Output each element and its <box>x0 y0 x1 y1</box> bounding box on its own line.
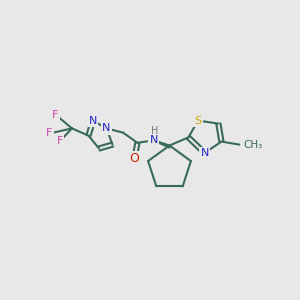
Text: N: N <box>149 135 158 146</box>
Text: F: F <box>52 110 59 120</box>
Text: N: N <box>89 116 97 126</box>
Text: F: F <box>46 128 53 139</box>
Text: O: O <box>130 152 139 166</box>
Text: N: N <box>200 148 209 158</box>
Text: CH₃: CH₃ <box>243 140 262 150</box>
Text: H: H <box>151 126 158 136</box>
Text: N: N <box>102 123 111 134</box>
Text: F: F <box>57 136 63 146</box>
Text: S: S <box>194 116 202 126</box>
